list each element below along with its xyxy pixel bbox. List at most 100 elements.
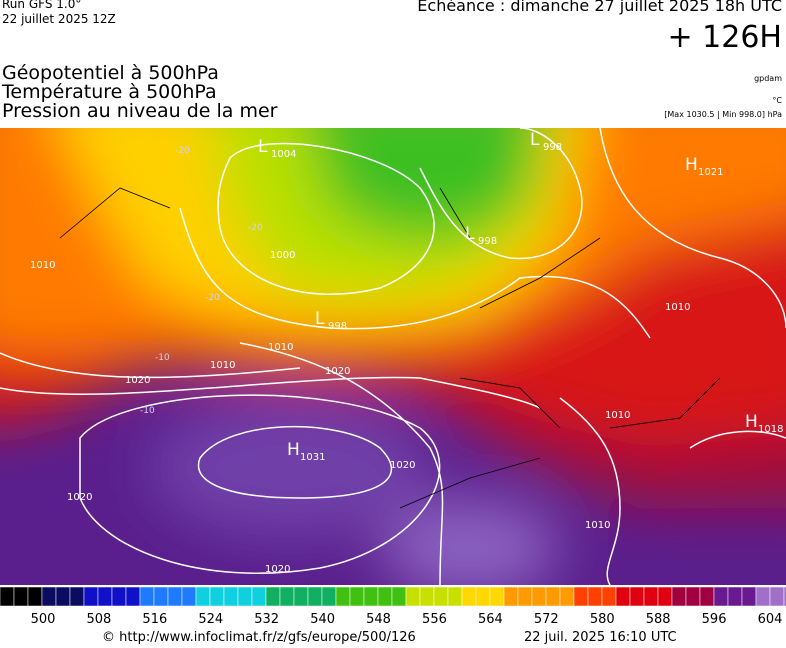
- isobar-label: 1020: [325, 366, 350, 377]
- colorbar-swatch: [0, 586, 15, 607]
- footer-url: © http://www.infoclimat.fr/z/gfs/europe/…: [102, 630, 416, 645]
- center-value: 998: [328, 321, 347, 332]
- colorbar-tick-label: 572: [534, 612, 559, 625]
- colorbar-tick-label: 580: [590, 612, 615, 625]
- colorbar-swatch: [181, 586, 197, 607]
- center-kind: H: [745, 412, 758, 432]
- isobar-label: 1020: [390, 460, 415, 471]
- colorbar-swatch: [153, 586, 169, 607]
- isobar-label: 1010: [585, 520, 610, 531]
- colorbar-tick-label: 564: [478, 612, 503, 625]
- colorbar-swatch: [713, 586, 729, 607]
- isobars: [0, 128, 786, 585]
- colorbar-swatch: [251, 586, 267, 607]
- run: Run GFS 1.0°: [2, 0, 82, 11]
- colorbar-swatch: [419, 586, 435, 607]
- run-date: 22 juillet 2025 12Z: [2, 12, 116, 26]
- isobar-label: 1010: [605, 410, 630, 421]
- coastlines: [59, 187, 721, 509]
- temperature-field: [0, 128, 786, 585]
- center-kind: L: [258, 137, 268, 157]
- colorbar-swatch: [195, 586, 211, 607]
- temperature-label: -20: [175, 146, 190, 156]
- colorbar-swatch: [209, 586, 225, 607]
- colorbar-tick-label: 500: [31, 612, 56, 625]
- colorbar-swatch: [573, 586, 589, 607]
- temperature-label: -20: [248, 223, 263, 233]
- colorbar-swatch: [783, 586, 786, 607]
- center-kind: H: [287, 440, 300, 460]
- center-kind: L: [315, 309, 325, 329]
- colorbar-swatch: [489, 586, 505, 607]
- footer-time: 22 juil. 2025 16:10 UTC: [524, 630, 677, 645]
- isobar-label: 1010: [665, 302, 690, 313]
- colorbar-swatch: [629, 586, 645, 607]
- colorbar-swatch: [27, 586, 43, 607]
- valid-time: Echéance : dimanche 27 juillet 2025 18h …: [417, 0, 782, 15]
- colorbar-swatch: [517, 586, 533, 607]
- colorbar-swatch: [349, 586, 365, 607]
- colorbar-tick-label: 532: [254, 612, 279, 625]
- colorbar-swatch: [321, 586, 337, 607]
- field: Géopotentiel à 500hPa: [2, 62, 219, 84]
- colorbar-swatch: [111, 586, 127, 607]
- center-value: 1004: [271, 149, 296, 160]
- colorbar-swatch: [657, 586, 673, 607]
- colorbar-tick-label: 524: [198, 612, 223, 625]
- colorbar-tick-label: 516: [142, 612, 167, 625]
- colorbar-tick-label: 540: [310, 612, 335, 625]
- colorbar-swatch: [97, 586, 113, 607]
- lead-time: + 126H: [667, 20, 783, 55]
- colorbar-tick-label: 596: [702, 612, 727, 625]
- colorbar-swatch: [13, 586, 29, 607]
- center-value: 1021: [698, 167, 723, 178]
- colorbar-tick-label: 604: [758, 612, 783, 625]
- isobar-label: 1020: [125, 375, 150, 386]
- colorbar-swatch: [741, 586, 757, 607]
- isobar-label: 1010: [268, 342, 293, 353]
- colorbar-swatch: [699, 586, 715, 607]
- unit: °C: [772, 96, 782, 105]
- colorbar-swatch: [587, 586, 603, 607]
- temperature-label: -10: [140, 406, 155, 416]
- colorbar-swatch: [265, 586, 281, 607]
- colorbar: 500 508 516 524 532 540 548 556 564 572 580 588 596 6…: [0, 586, 786, 625]
- colorbar-swatch: [237, 586, 253, 607]
- colorbar-swatch: [433, 586, 449, 607]
- colorbar-tick-label: 548: [366, 612, 391, 625]
- center-kind: L: [465, 224, 475, 244]
- colorbar-swatch: [69, 586, 85, 607]
- colorbar-swatch: [461, 586, 477, 607]
- isobar-label: 1010: [210, 360, 235, 371]
- colorbar-swatch: [279, 586, 295, 607]
- colorbar-swatch: [41, 586, 57, 607]
- isobar-label: 1000: [270, 250, 295, 261]
- colorbar-swatch: [503, 586, 519, 607]
- colorbar-swatch: [559, 586, 575, 607]
- colorbar-swatch: [615, 586, 631, 607]
- colorbar-tick-label: 588: [646, 612, 671, 625]
- center-kind: L: [530, 130, 540, 150]
- colorbar-swatch: [335, 586, 351, 607]
- colorbar-swatch: [769, 586, 785, 607]
- field: Pression au niveau de la mer: [2, 100, 278, 122]
- colorbar-swatch: [727, 586, 743, 607]
- unit: gpdam: [754, 74, 782, 83]
- center-value: 1018: [758, 424, 783, 435]
- colorbar-tick-label: 508: [87, 612, 112, 625]
- colorbar-swatch: [685, 586, 701, 607]
- colorbar-swatch: [755, 586, 771, 607]
- temperature-label: -10: [155, 353, 170, 363]
- colorbar-swatch: [601, 586, 617, 607]
- colorbar-swatch: [83, 586, 99, 607]
- colorbar-swatch: [545, 586, 561, 607]
- center-value: 998: [478, 236, 497, 247]
- colorbar-swatch: [405, 586, 421, 607]
- colorbar-swatch: [531, 586, 547, 607]
- colorbar-swatch: [643, 586, 659, 607]
- center-value: 998: [543, 142, 562, 153]
- center-kind: H: [685, 155, 698, 175]
- unit: [Max 1030.5 | Min 998.0] hPa: [664, 110, 782, 119]
- isobar-label: 1020: [67, 492, 92, 503]
